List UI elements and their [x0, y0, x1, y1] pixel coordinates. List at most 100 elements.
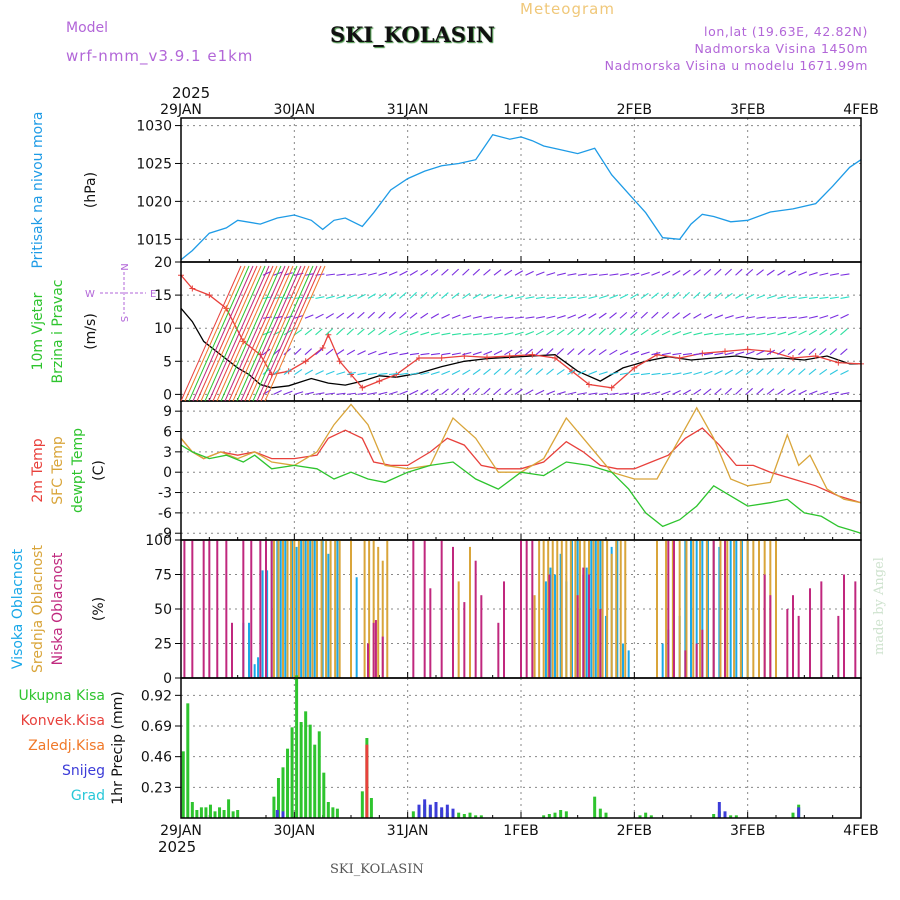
cloud-bar — [480, 595, 483, 678]
cloud-bar — [684, 650, 687, 678]
compass-north: N — [118, 263, 129, 270]
cloud-bar — [797, 615, 800, 678]
wind-arrow — [703, 313, 713, 319]
wind-arrow — [208, 265, 270, 402]
cloud-bar — [372, 540, 375, 678]
wind-arrow — [724, 387, 733, 395]
wind-arrow — [325, 348, 334, 356]
precip-bar — [553, 812, 557, 818]
cloud-bar — [363, 540, 366, 678]
wind-arrow — [651, 391, 661, 395]
wind-arrow — [619, 273, 629, 276]
wind-arrow — [745, 293, 755, 299]
wind-arrow — [346, 273, 356, 276]
precip-bar — [281, 811, 285, 818]
wind-arrow — [682, 269, 691, 276]
wind-arrow — [766, 388, 775, 395]
wind-arrow — [420, 371, 430, 376]
wind-arrow — [619, 293, 629, 299]
y-tick-label: 20 — [154, 255, 172, 271]
y-tick-label: -3 — [158, 486, 172, 502]
wind-arrow — [336, 371, 346, 376]
precip-bar — [186, 703, 190, 818]
cloud-bar — [295, 546, 298, 678]
wind-arrow — [378, 351, 388, 356]
cloud-bar — [701, 629, 704, 678]
wind-arrow — [388, 271, 398, 276]
wind-arrow — [724, 369, 734, 375]
cloud-bar — [520, 540, 522, 678]
y-tick-label: 0.92 — [141, 688, 172, 704]
wind-arrow — [819, 368, 828, 375]
precip-bar — [326, 802, 330, 818]
wind-arrow — [745, 350, 755, 356]
wind-arrow — [420, 291, 428, 299]
precip-bar — [445, 804, 449, 818]
cloud-bar — [739, 540, 742, 678]
wind-arrow — [598, 371, 608, 376]
precip-bar — [208, 804, 212, 818]
cloud-bar — [786, 609, 789, 678]
wind-arrow — [493, 294, 503, 299]
precip-bar — [638, 815, 642, 818]
wind-arrow — [640, 329, 649, 336]
wind-arrow — [546, 390, 556, 395]
wind-arrow — [409, 372, 419, 376]
wind-arrow — [714, 268, 722, 276]
wind-arrow — [514, 388, 523, 395]
precip-bar — [542, 815, 546, 818]
wind-arrow — [294, 391, 304, 395]
wind-arrow — [346, 294, 356, 299]
cloud-bar — [423, 540, 426, 678]
cloud-bar — [554, 574, 556, 678]
precip-bar — [797, 807, 801, 818]
precip-bar — [222, 810, 226, 818]
wind-arrow — [577, 392, 587, 395]
wind-arrow — [546, 348, 554, 356]
wind-arrow — [567, 348, 575, 356]
cloud-bar — [320, 540, 323, 678]
cloud-bar — [854, 581, 857, 678]
wind-arrow — [777, 316, 787, 319]
wind-arrow — [357, 372, 367, 376]
wind-arrow — [525, 330, 535, 336]
gust-marker — [744, 346, 751, 353]
precip-bar — [281, 767, 285, 818]
precip-bar — [428, 804, 432, 818]
wind-arrow — [535, 316, 545, 319]
cloud-bar — [616, 540, 619, 678]
wind-arrow — [777, 367, 785, 375]
wind-arrow — [777, 349, 786, 356]
wind-arrow — [525, 368, 533, 375]
precip-bar — [236, 810, 240, 818]
cloud-bar — [809, 588, 811, 678]
precip-bar — [331, 807, 335, 818]
wind-arrow — [672, 270, 681, 276]
wind-arrow — [200, 265, 262, 402]
wind-arrow — [325, 313, 334, 319]
x-tick-label-top: 30JAN — [273, 102, 315, 118]
compass-south: S — [118, 316, 129, 322]
wind-arrow — [745, 268, 754, 276]
gust-marker — [722, 348, 728, 355]
wind-arrow — [808, 272, 818, 276]
gust-marker — [608, 384, 615, 391]
wind-arrow — [451, 332, 461, 336]
y-tick-label: 50 — [154, 602, 172, 618]
footer-title: SKI_KOLASIN — [330, 862, 424, 877]
wind-arrow — [567, 296, 577, 299]
precip-bar — [598, 808, 602, 818]
wind-arrow — [693, 332, 703, 336]
gust-marker — [359, 384, 366, 391]
wind-arrow — [315, 370, 324, 376]
wind-arrow — [325, 295, 335, 299]
wind-arrow — [514, 331, 524, 336]
wind-arrow — [840, 392, 850, 395]
gust-marker — [336, 358, 343, 365]
cloud-bar — [606, 540, 609, 678]
wind-arrow — [556, 315, 566, 319]
cloud-bar — [355, 577, 358, 678]
cloud-bar — [590, 540, 593, 678]
cloud-bar — [571, 540, 573, 678]
